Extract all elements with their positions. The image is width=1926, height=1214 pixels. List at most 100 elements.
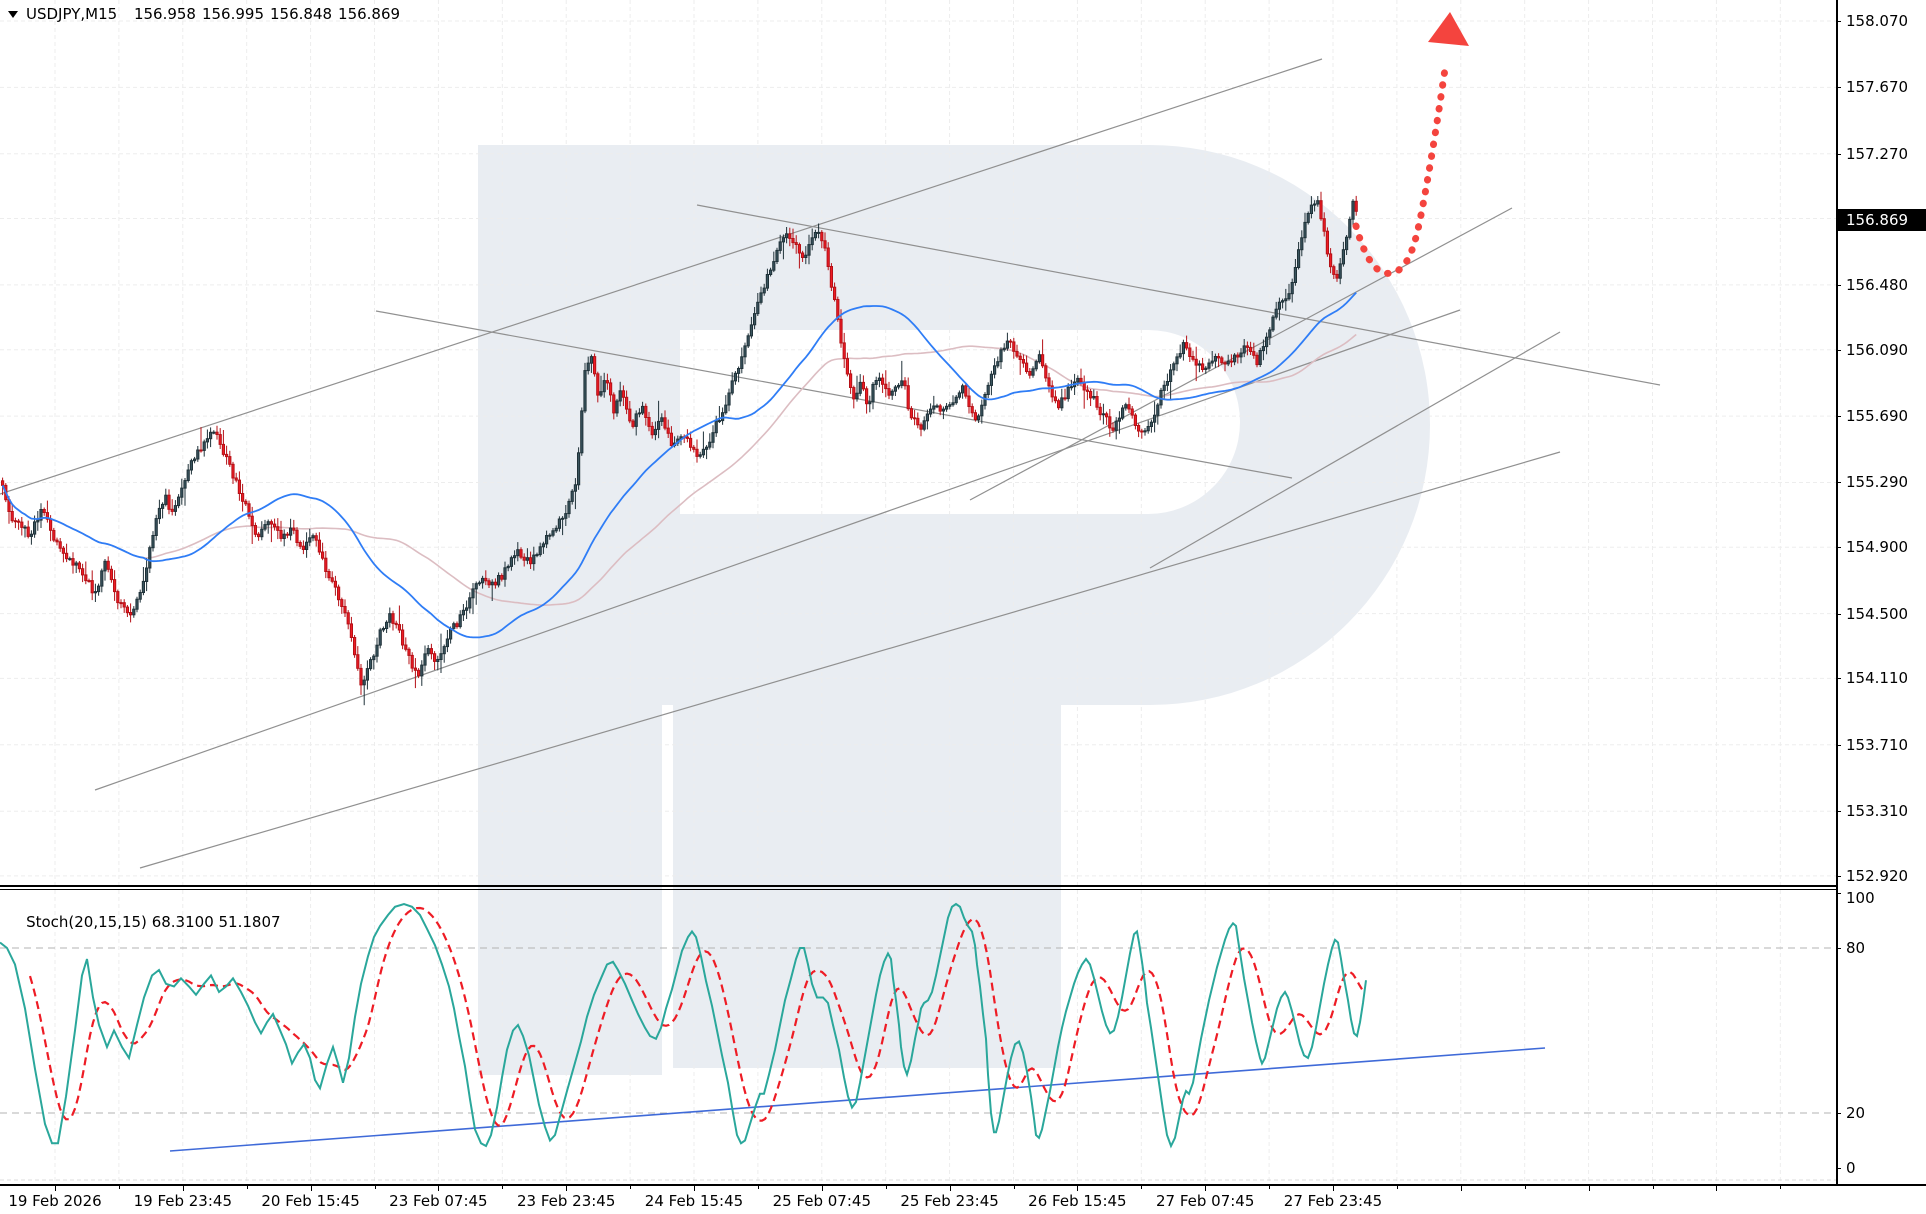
ohlc-high: 156.995	[201, 5, 264, 23]
ohlc-low: 156.848	[270, 5, 333, 23]
stoch-main-line[interactable]	[0, 902, 1367, 1149]
time-axis-border	[0, 1184, 1926, 1186]
stoch-axis-label: 20	[1846, 1104, 1866, 1122]
price-tick	[1836, 811, 1841, 812]
price-tick	[1836, 21, 1841, 22]
time-tick	[1013, 1186, 1015, 1189]
time-tick	[55, 1186, 56, 1191]
time-tick	[566, 1186, 568, 1191]
price-tick	[1836, 614, 1841, 615]
time-tick	[694, 1186, 695, 1191]
price-axis-label: 155.690	[1846, 407, 1909, 425]
time-tick	[374, 1186, 376, 1189]
price-axis-label: 157.270	[1846, 145, 1909, 163]
price-axis[interactable]: 158.070 157.670 157.270 156.480 156.090 155.6…	[1836, 0, 1926, 1184]
forecast-arrow-head	[1428, 12, 1469, 46]
time-tick	[1588, 1186, 1590, 1191]
time-tick	[310, 1186, 312, 1191]
time-tick	[1780, 1186, 1782, 1189]
time-axis-label: 19 Feb 2026	[8, 1192, 102, 1210]
price-axis-label: 152.920	[1846, 867, 1909, 885]
time-tick	[1077, 1186, 1079, 1191]
symbol-dropdown-icon[interactable]	[8, 10, 18, 18]
price-axis-label: 154.110	[1846, 669, 1909, 687]
time-tick	[182, 1186, 184, 1191]
price-tick	[1836, 285, 1841, 286]
ohlc-open: 156.958	[133, 5, 196, 23]
time-axis-label: 27 Feb 23:45	[1283, 1192, 1383, 1210]
ohlc-close: 156.869	[338, 5, 401, 23]
stoch-tick	[1836, 948, 1841, 949]
broker-watermark-leg	[673, 700, 1061, 1068]
time-axis-label: 25 Feb 23:45	[900, 1192, 999, 1210]
time-axis[interactable]: 19 Feb 2026 19 Feb 23:45 20 Feb 15:45 23 Fe…	[0, 1186, 1926, 1214]
price-axis-label: 153.310	[1846, 802, 1909, 820]
candles-bull	[23, 196, 1355, 706]
price-axis-label: 157.670	[1846, 78, 1909, 96]
trendlines[interactable]	[0, 58, 1661, 869]
time-axis-label: 23 Feb 23:45	[516, 1192, 616, 1210]
stochastic-axis[interactable]: 100 80 20 0	[1836, 889, 1926, 1184]
time-axis-label: 25 Feb 07:45	[772, 1192, 872, 1210]
price-axis-label: 153.710	[1846, 736, 1909, 754]
broker-watermark-stem	[478, 700, 662, 1075]
price-axis-label: 158.070	[1846, 12, 1909, 30]
time-tick	[1205, 1186, 1207, 1191]
price-tick	[1836, 416, 1841, 417]
stochastic-panel-canvas[interactable]	[0, 890, 1837, 1184]
price-tick	[1836, 745, 1841, 746]
price-tick	[1836, 154, 1841, 155]
time-tick	[502, 1186, 504, 1189]
forecast-arrow[interactable]	[1352, 12, 1469, 277]
time-tick	[1716, 1186, 1718, 1191]
time-tick	[1652, 1186, 1654, 1189]
price-tick	[1836, 87, 1841, 88]
stoch-tick	[1836, 1168, 1841, 1169]
time-tick	[1141, 1186, 1143, 1189]
stoch-axis-label: 0	[1846, 1159, 1856, 1177]
time-axis-label: 20 Feb 15:45	[261, 1192, 360, 1210]
time-axis-label: 23 Feb 07:45	[389, 1192, 488, 1210]
time-tick	[821, 1186, 823, 1191]
stoch-axis-label: 100	[1846, 889, 1875, 907]
time-tick	[1269, 1186, 1271, 1189]
ma-fast-line[interactable]	[1, 291, 1357, 639]
time-tick	[438, 1186, 440, 1191]
price-axis-border	[1836, 0, 1838, 1184]
price-tick	[1836, 876, 1841, 877]
stoch-k-value: 68.3100	[151, 913, 214, 931]
price-tick	[1836, 350, 1841, 351]
price-axis-label: 156.480	[1846, 276, 1909, 294]
main-chart-canvas[interactable]	[0, 0, 1837, 887]
stoch-tick	[1836, 1113, 1841, 1114]
stoch-d-value: 51.1807	[218, 913, 281, 931]
symbol-ohlc-line[interactable]: USDJPY,M15 156.958 156.995 156.848 156.869	[8, 5, 400, 23]
time-tick	[1396, 1186, 1398, 1189]
time-tick	[1460, 1186, 1462, 1191]
time-tick	[757, 1186, 759, 1189]
price-axis-label: 155.290	[1846, 473, 1909, 491]
panel-separator-line-2[interactable]	[0, 889, 1837, 890]
time-axis-label: 19 Feb 23:45	[133, 1192, 233, 1210]
time-axis-label: 24 Feb 15:45	[644, 1192, 744, 1210]
stoch-signal-line[interactable]	[28, 906, 1363, 1127]
price-tick	[1836, 547, 1841, 548]
stoch-axis-label: 80	[1846, 939, 1866, 957]
panel-separator-line-1[interactable]	[0, 885, 1837, 887]
broker-watermark-hole	[680, 330, 1240, 514]
time-tick	[118, 1186, 120, 1189]
price-tick	[1836, 482, 1841, 483]
time-tick	[246, 1186, 248, 1189]
stoch-name: Stoch(20,15,15)	[26, 913, 147, 931]
ma-slow-line[interactable]	[1, 333, 1357, 607]
time-tick	[1333, 1186, 1334, 1191]
price-tick	[1836, 678, 1841, 679]
candles-bear	[1, 191, 1358, 695]
price-axis-label: 154.900	[1846, 538, 1909, 556]
time-axis-label: 27 Feb 07:45	[1155, 1192, 1255, 1210]
stoch-tick	[1836, 893, 1841, 894]
time-tick	[885, 1186, 887, 1189]
price-axis-label: 156.090	[1846, 341, 1909, 359]
stochastic-indicator-label[interactable]: Stoch(20,15,15) 68.3100 51.1807	[7, 895, 281, 949]
